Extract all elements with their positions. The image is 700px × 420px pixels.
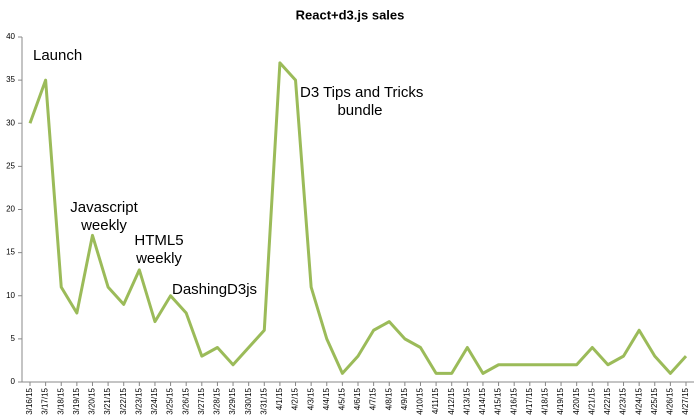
x-tick-label: 4/3/15 <box>306 387 315 410</box>
x-tick-label: 3/31/15 <box>259 387 268 414</box>
x-tick-label: 4/16/15 <box>509 387 518 414</box>
x-tick-label: 3/18/15 <box>56 387 65 414</box>
y-tick-label: 10 <box>6 291 15 300</box>
x-tick-label: 3/26/15 <box>181 387 190 414</box>
annotation: weekly <box>80 217 127 234</box>
y-tick-label: 5 <box>11 334 16 343</box>
y-tick-label: 0 <box>11 377 16 386</box>
x-tick-label: 3/25/15 <box>166 387 175 414</box>
x-tick-label: 3/16/15 <box>25 387 34 414</box>
x-tick-label: 3/19/15 <box>72 387 81 414</box>
x-tick-label: 4/12/15 <box>447 387 456 414</box>
x-tick-label: 4/21/15 <box>587 387 596 414</box>
x-tick-label: 4/2/15 <box>291 387 300 410</box>
x-tick-label: 4/24/15 <box>634 387 643 414</box>
x-tick-label: 3/17/15 <box>41 387 50 414</box>
x-tick-label: 4/5/15 <box>337 387 346 410</box>
x-tick-label: 4/19/15 <box>556 387 565 414</box>
y-tick-label: 30 <box>6 118 15 127</box>
x-tick-label: 4/11/15 <box>431 387 440 414</box>
annotation: bundle <box>337 102 382 119</box>
annotation: D3 Tips and Tricks <box>300 84 423 101</box>
x-tick-label: 4/15/15 <box>494 387 503 414</box>
x-tick-label: 4/14/15 <box>478 387 487 414</box>
annotation: DashingD3js <box>172 281 257 298</box>
x-tick-label: 4/8/15 <box>384 387 393 410</box>
x-tick-label: 3/20/15 <box>88 387 97 414</box>
x-tick-label: 4/17/15 <box>525 387 534 414</box>
y-tick-label: 15 <box>6 248 15 257</box>
x-tick-label: 4/7/15 <box>369 387 378 410</box>
x-tick-label: 3/28/15 <box>213 387 222 414</box>
x-tick-label: 4/13/15 <box>462 387 471 414</box>
x-tick-label: 4/9/15 <box>400 387 409 410</box>
x-tick-label: 4/25/15 <box>650 387 659 414</box>
annotation: Javascript <box>70 199 138 216</box>
sales-line <box>28 61 688 375</box>
x-tick-label: 3/29/15 <box>228 387 237 414</box>
x-tick-label: 3/30/15 <box>244 387 253 414</box>
annotation: weekly <box>135 250 182 267</box>
x-tick-label: 4/22/15 <box>603 387 612 414</box>
x-tick-label: 4/6/15 <box>353 387 362 410</box>
x-tick-label: 4/26/15 <box>665 387 674 414</box>
x-tick-label: 4/1/15 <box>275 387 284 410</box>
y-tick-label: 35 <box>6 75 15 84</box>
y-tick-label: 25 <box>6 161 15 170</box>
x-tick-label: 4/10/15 <box>416 387 425 414</box>
x-tick-label: 3/27/15 <box>197 387 206 414</box>
x-tick-label: 3/22/15 <box>119 387 128 414</box>
x-tick-label: 3/21/15 <box>103 387 112 414</box>
x-tick-label: 4/18/15 <box>541 387 550 414</box>
y-tick-label: 20 <box>6 205 15 214</box>
annotation: Launch <box>33 47 82 64</box>
chart-title: React+d3.js sales <box>296 7 405 22</box>
x-tick-label: 4/4/15 <box>322 387 331 410</box>
annotation: HTML5 <box>134 232 183 249</box>
x-tick-label: 4/23/15 <box>619 387 628 414</box>
x-tick-label: 4/20/15 <box>572 387 581 414</box>
x-tick-label: 3/23/15 <box>134 387 143 414</box>
x-tick-label: 4/27/15 <box>681 387 690 414</box>
y-tick-label: 40 <box>6 32 15 41</box>
x-tick-label: 3/24/15 <box>150 387 159 414</box>
